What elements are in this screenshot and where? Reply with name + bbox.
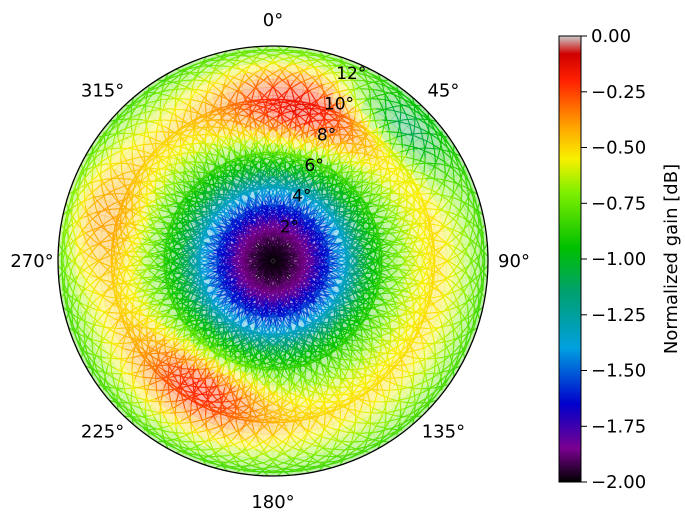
polar-plot-area <box>58 46 488 476</box>
polar-gain-chart: 0°45°90°135°180°225°270°315° 2°4°6°8°10°… <box>10 10 682 513</box>
